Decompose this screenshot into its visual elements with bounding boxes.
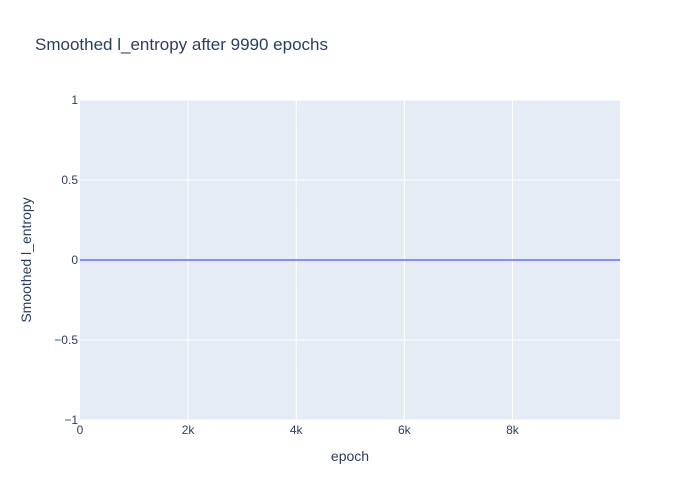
y-tick-label: 1 — [71, 93, 78, 107]
y-axis-title: Smoothed l_entropy — [18, 197, 34, 322]
y-tick-label: −0.5 — [54, 333, 78, 347]
x-tick-label: 8k — [506, 423, 520, 437]
axis-ticks: 0 2k 4k 6k 8k 1 0.5 0 −0.5 −1 — [54, 93, 519, 437]
x-tick-label: 0 — [77, 423, 84, 437]
x-tick-label: 6k — [398, 423, 412, 437]
y-tick-label: 0 — [71, 253, 78, 267]
x-tick-label: 2k — [182, 423, 196, 437]
y-tick-label: −1 — [64, 413, 78, 427]
chart-title: Smoothed l_entropy after 9990 epochs — [35, 35, 328, 54]
x-tick-label: 4k — [290, 423, 304, 437]
x-axis-title: epoch — [331, 448, 369, 464]
y-tick-label: 0.5 — [61, 173, 78, 187]
